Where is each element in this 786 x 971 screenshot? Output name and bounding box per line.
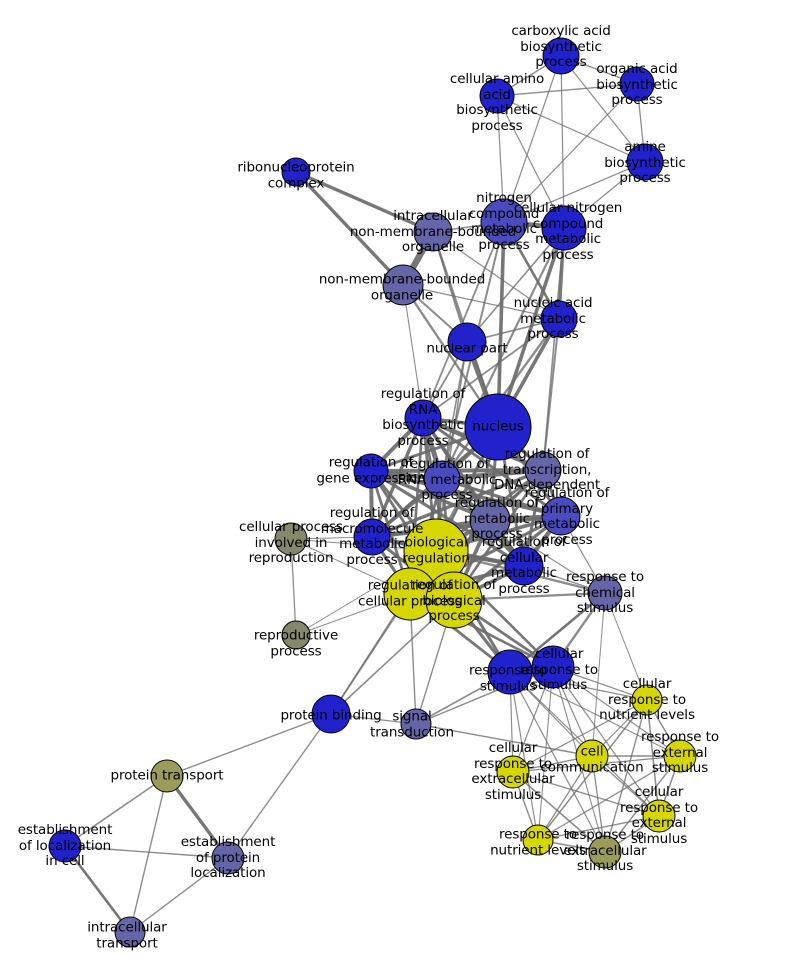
graph-edge: [509, 671, 648, 701]
graph-node-reproductive-process[interactable]: [281, 620, 311, 650]
graph-node-regulation-of-metabolic-process[interactable]: [469, 499, 511, 541]
graph-edge: [560, 55, 646, 163]
graph-node-response-to-nutrient-levels[interactable]: [522, 824, 554, 856]
edges-layer: [63, 55, 681, 933]
graph-edge: [466, 227, 565, 343]
graph-node-ribonucleoprotein-complex[interactable]: [281, 157, 311, 187]
graph-node-cellular-response-to-extracellular-stimulus[interactable]: [496, 755, 530, 789]
graph-edge: [227, 713, 332, 859]
graph-node-nitrogen-compound-metabolic-process[interactable]: [480, 198, 528, 246]
graph-edge: [503, 83, 638, 223]
graph-node-protein-transport[interactable]: [150, 759, 184, 793]
graph-node-response-to-extracellular-stimulus[interactable]: [588, 835, 622, 869]
graph-edge: [422, 221, 505, 419]
graph-edge: [537, 755, 681, 841]
graph-node-establishment-of-protein-localization[interactable]: [211, 841, 245, 875]
graph-node-regulation-of-transcription-dna-dependent[interactable]: [524, 451, 562, 489]
graph-edge: [129, 857, 229, 933]
graph-edge: [542, 318, 560, 471]
graph-edge: [432, 231, 560, 320]
graph-edge: [496, 83, 638, 97]
graph-edge: [503, 55, 562, 223]
graph-edge: [64, 775, 168, 847]
graph-edge: [496, 95, 565, 229]
graph-node-cellular-response-to-nutrient-levels[interactable]: [631, 684, 663, 716]
graph-node-regulation-of-macromolecule-metabolic-process[interactable]: [353, 518, 391, 556]
graph-edge: [370, 469, 491, 522]
graph-edge: [165, 774, 230, 860]
graph-edge: [402, 284, 424, 419]
graph-edge: [496, 221, 506, 428]
graph-edge: [552, 666, 681, 757]
graph-node-cellular-amino-acid-biosynthetic-process[interactable]: [479, 78, 515, 114]
graph-edge: [512, 699, 648, 773]
graph-node-carboxylic-acid-biosynthetic-process[interactable]: [542, 37, 580, 75]
graph-node-cellular-response-to-stimulus[interactable]: [531, 645, 575, 689]
graph-edge: [402, 284, 560, 320]
graph-node-organic-acid-biosynthetic-process[interactable]: [619, 66, 655, 102]
graph-node-response-to-stimulus[interactable]: [487, 649, 533, 695]
graph-edge: [371, 514, 562, 539]
graph-node-establishment-of-localization-in-cell[interactable]: [48, 829, 82, 863]
graph-edge: [294, 170, 405, 287]
graph-node-regulation-of-primary-metabolic-process[interactable]: [541, 496, 581, 536]
graph-edge: [415, 723, 593, 757]
graph-edge: [489, 519, 606, 594]
graph-edge: [604, 699, 648, 853]
graph-edge: [64, 845, 229, 859]
graph-edge: [512, 771, 660, 817]
graph-edge: [537, 755, 593, 841]
graph-node-cellular-process-involved-in-reproduction[interactable]: [274, 522, 308, 556]
graph-node-signal-transduction[interactable]: [400, 708, 432, 740]
graph-node-cell-communication[interactable]: [575, 739, 609, 773]
graph-edge: [370, 469, 525, 568]
graph-node-regulation-of-rna-metabolic-process[interactable]: [423, 460, 461, 498]
graph-edge: [371, 468, 544, 539]
graph-edge: [496, 227, 566, 428]
graph-edge: [509, 671, 539, 841]
graph-edge: [166, 713, 332, 777]
graph-edge: [129, 775, 168, 933]
graph-edge: [422, 318, 560, 419]
graph-node-protein-binding[interactable]: [311, 694, 351, 734]
graph-edge: [295, 170, 434, 234]
graph-edge: [560, 55, 565, 229]
graph-edge: [537, 666, 554, 841]
graph-edge: [63, 845, 132, 933]
graph-node-response-to-chemical-stimulus[interactable]: [587, 575, 623, 611]
graph-node-regulation-of-gene-expression[interactable]: [353, 453, 389, 489]
graph-edge: [512, 771, 606, 853]
graph-node-intracellular-non-membrane-bounded-organelle[interactable]: [413, 212, 453, 252]
graph-node-regulation-of-biological-process[interactable]: [425, 571, 483, 629]
graph-node-nucleic-acid-metabolic-process[interactable]: [540, 300, 578, 338]
graph-edge: [509, 671, 606, 853]
graph-node-non-membrane-bounded-organelle[interactable]: [382, 264, 424, 306]
nodes-layer[interactable]: [48, 37, 697, 948]
graph-edge: [537, 815, 660, 841]
graph-edge: [604, 755, 681, 853]
graph-node-nuclear-part[interactable]: [447, 322, 487, 362]
graph-node-cellular-response-to-external-stimulus[interactable]: [642, 799, 676, 833]
graph-node-response-to-external-stimulus[interactable]: [663, 739, 697, 773]
graph-edge: [496, 95, 646, 163]
graph-edge: [604, 592, 648, 701]
graph-edge: [503, 161, 646, 223]
graph-node-intracellular-transport[interactable]: [114, 916, 146, 948]
graph-node-amine-biosynthetic-process[interactable]: [626, 143, 664, 181]
graph-edge: [370, 469, 562, 518]
graph-node-regulation-of-rna-biosynthetic-process[interactable]: [404, 399, 442, 437]
graph-node-cellular-nitrogen-compound-metabolic-process[interactable]: [541, 205, 587, 251]
graph-node-nucleus[interactable]: [464, 393, 532, 461]
graph-node-regulation-of-cellular-metabolic-process[interactable]: [504, 546, 544, 586]
